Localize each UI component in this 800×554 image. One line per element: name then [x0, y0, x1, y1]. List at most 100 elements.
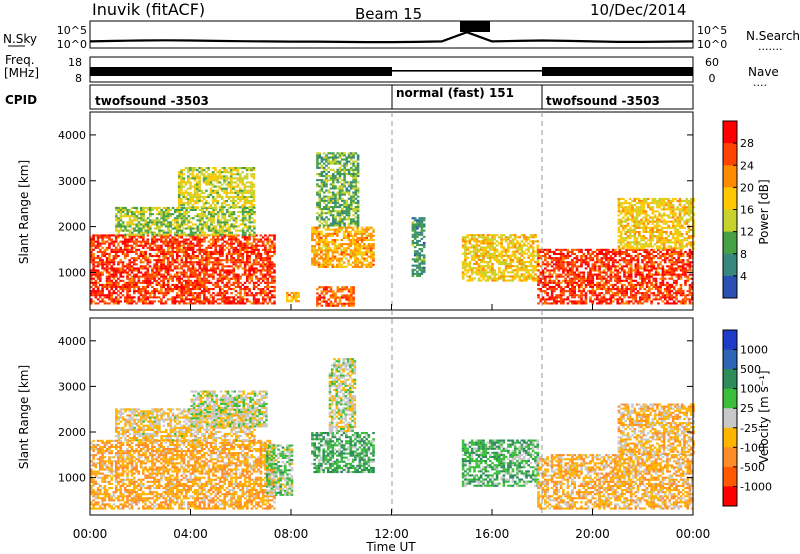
power-cell: [153, 292, 156, 295]
power-cell: [198, 263, 202, 266]
power-cell: [507, 254, 510, 257]
power-cell: [200, 283, 204, 286]
power-cell: [178, 217, 181, 220]
power-cell: [522, 252, 526, 255]
power-cell: [180, 171, 183, 174]
power-cell: [484, 238, 488, 241]
power-cell: [166, 244, 170, 247]
power-cell: [232, 177, 235, 180]
power-cell: [178, 296, 181, 299]
power-cell: [167, 227, 170, 230]
power-cell: [198, 175, 201, 178]
power-cell: [157, 273, 161, 276]
power-cell: [187, 281, 190, 284]
power-cell: [126, 265, 129, 268]
power-cell: [216, 229, 220, 232]
power-cell: [121, 285, 125, 288]
power-cell: [182, 240, 186, 243]
power-cell: [105, 267, 109, 270]
power-cell: [345, 298, 349, 301]
power-cell: [153, 238, 156, 241]
power-cell: [341, 218, 344, 221]
power-cell: [162, 283, 165, 286]
power-cell: [221, 267, 224, 270]
power-cell: [313, 249, 316, 252]
power-cell: [473, 258, 476, 261]
power-cell: [464, 273, 467, 276]
power-cell: [320, 166, 324, 169]
power-cell: [466, 256, 469, 259]
power-cell: [153, 231, 157, 234]
power-cell: [336, 302, 340, 305]
power-cell: [229, 175, 233, 178]
power-cell: [225, 300, 229, 303]
power-cell: [133, 269, 136, 272]
power-cell: [534, 265, 537, 268]
power-cell: [325, 189, 328, 192]
power-cell: [200, 269, 204, 272]
power-cell: [164, 267, 168, 270]
power-cell: [352, 296, 355, 299]
power-cell: [162, 261, 165, 264]
power-cell: [189, 173, 192, 176]
power-cell: [142, 257, 145, 260]
power-cell: [196, 261, 199, 264]
power-cell: [94, 273, 98, 276]
power-cell: [261, 269, 265, 272]
power-cell: [416, 241, 419, 244]
power-cell: [234, 277, 238, 280]
power-cell: [198, 229, 202, 232]
power-cell: [320, 265, 323, 268]
power-cell: [137, 281, 141, 284]
power-cell: [216, 175, 219, 178]
power-cell: [112, 269, 116, 272]
power-cell: [354, 152, 358, 155]
power-cell: [566, 263, 570, 266]
power-cell: [155, 206, 159, 209]
power-cell: [180, 298, 183, 301]
power-cell: [544, 292, 547, 295]
power-cell: [264, 238, 267, 241]
power-cell: [365, 259, 368, 262]
power-cell: [173, 261, 177, 264]
power-cell: [131, 219, 134, 222]
power-cell: [266, 292, 269, 295]
power-cell: [180, 250, 183, 253]
power-cell: [416, 250, 419, 253]
power-cell: [110, 248, 113, 251]
power-cell: [183, 223, 186, 226]
power-cell: [527, 238, 530, 241]
power-cell: [470, 269, 474, 272]
power-cell: [216, 189, 219, 192]
power-cell: [173, 283, 177, 286]
power-cell: [504, 236, 508, 239]
power-cell: [171, 250, 174, 253]
power-cell: [212, 269, 215, 272]
power-cell: [324, 243, 328, 246]
power-cell: [352, 175, 355, 178]
power-cell: [234, 263, 238, 266]
power-cell: [121, 225, 125, 228]
power-cell: [146, 285, 150, 288]
power-cell: [336, 224, 340, 227]
power-cell: [266, 240, 269, 243]
power-cell: [573, 296, 576, 299]
power-cell: [214, 250, 217, 253]
power-cell: [112, 234, 116, 237]
power-cell: [537, 275, 540, 278]
power-cell: [176, 206, 179, 209]
power-cell: [175, 257, 179, 260]
power-cell: [320, 255, 323, 258]
power-cell: [103, 300, 107, 303]
power-cell: [130, 269, 134, 272]
power-cell: [239, 292, 242, 295]
power-cell: [491, 265, 494, 268]
power-cell: [142, 236, 145, 239]
power-cell: [160, 290, 163, 293]
power-cell: [225, 265, 229, 268]
power-cell: [326, 255, 330, 258]
power-cell: [121, 234, 125, 237]
power-cell: [105, 283, 109, 286]
power-cell: [250, 191, 253, 194]
power-cell: [205, 195, 208, 198]
